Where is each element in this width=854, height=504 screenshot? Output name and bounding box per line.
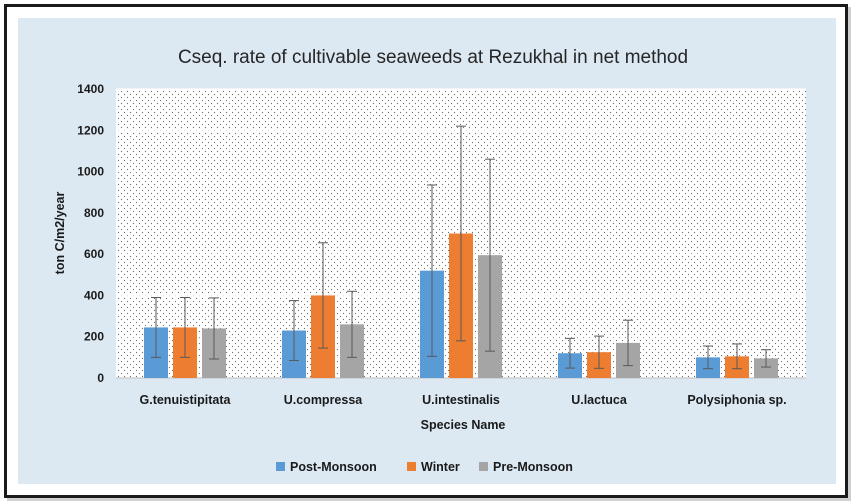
bar [754,358,778,378]
y-tick-label: 600 [84,247,104,261]
legend-label: Post-Monsoon [290,460,377,474]
y-axis-title: ton C/m2/year [53,192,67,275]
y-axis-ticks: 0 200 400 600 800 1000 1200 1400 [77,82,104,385]
y-tick-label: 1000 [77,165,104,179]
legend-swatch [276,462,285,471]
x-tick-label: U.compressa [284,393,364,407]
legend-swatch [479,462,488,471]
x-tick-label: Polysiphonia sp. [687,393,786,407]
y-tick-label: 800 [84,206,104,220]
legend-swatch [407,462,416,471]
y-tick-label: 0 [97,371,104,385]
y-tick-label: 1400 [77,82,104,96]
y-tick-label: 200 [84,330,104,344]
y-tick-label: 400 [84,288,104,302]
chart-title: Cseq. rate of cultivable seaweeds at Rez… [178,47,688,68]
x-axis-title: Species Name [421,418,506,432]
x-tick-label: U.lactuca [571,393,628,407]
legend-label: Winter [421,460,460,474]
x-axis-categories: G.tenuistipitata U.compressa U.intestinali… [140,393,787,407]
legend: Post-Monsoon Winter Pre-Monsoon [276,460,573,474]
y-tick-label: 1200 [77,123,104,137]
error-bars [151,125,771,370]
x-tick-label: U.intestinalis [422,393,500,407]
x-tick-label: G.tenuistipitata [140,393,232,407]
legend-label: Pre-Monsoon [493,460,573,474]
